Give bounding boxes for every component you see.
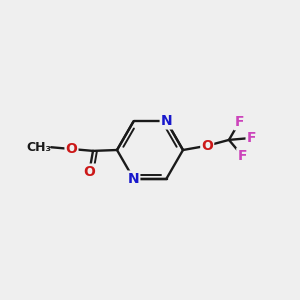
Text: F: F: [237, 148, 247, 163]
Text: F: F: [247, 131, 256, 145]
Text: N: N: [128, 172, 139, 186]
Text: F: F: [234, 115, 244, 129]
Text: CH₃: CH₃: [26, 141, 51, 154]
Text: O: O: [83, 165, 95, 178]
Text: O: O: [65, 142, 77, 156]
Text: O: O: [201, 139, 213, 153]
Text: N: N: [161, 114, 172, 128]
